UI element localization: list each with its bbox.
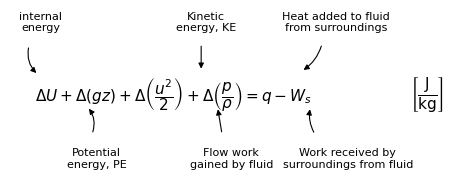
Text: Potential
energy, PE: Potential energy, PE — [67, 148, 126, 170]
Text: Kinetic
energy, KE: Kinetic energy, KE — [175, 12, 236, 33]
Text: internal
energy: internal energy — [19, 12, 62, 33]
Text: $\Delta U + \Delta\left(gz\right) + \Delta\left(\dfrac{u^2}{2}\right) + \Delta\l: $\Delta U + \Delta\left(gz\right) + \Del… — [35, 76, 311, 113]
Text: $\left[\dfrac{\mathrm{J}}{\mathrm{kg}}\right]$: $\left[\dfrac{\mathrm{J}}{\mathrm{kg}}\r… — [409, 75, 443, 114]
Text: Heat added to fluid
from surroundings: Heat added to fluid from surroundings — [282, 12, 389, 33]
Text: Flow work
gained by fluid: Flow work gained by fluid — [189, 148, 273, 170]
Text: Work received by
surroundings from fluid: Work received by surroundings from fluid — [282, 148, 412, 170]
